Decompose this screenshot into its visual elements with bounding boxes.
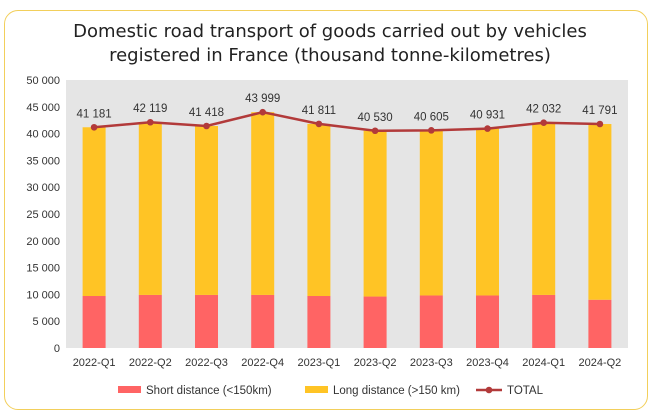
bar-long-distance: [195, 125, 218, 295]
y-tick-label: 20 000: [26, 236, 60, 248]
total-point: [596, 120, 604, 128]
bar-long-distance: [138, 122, 162, 295]
bar-short-distance: [82, 296, 106, 348]
x-tick-label: 2023-Q1: [297, 357, 340, 369]
bar-long-distance: [307, 123, 331, 297]
bar-long-distance: [532, 122, 556, 295]
total-data-label: 40 530: [358, 112, 393, 124]
total-data-label: 40 931: [470, 110, 505, 122]
total-point: [428, 127, 435, 134]
y-tick-label: 25 000: [26, 209, 60, 221]
x-tick-label: 2022-Q1: [73, 357, 116, 369]
bar-short-distance: [307, 296, 331, 348]
y-tick-label: 15 000: [26, 263, 60, 275]
total-point: [540, 119, 547, 127]
y-tick-label: 30 000: [26, 182, 60, 194]
total-data-label: 41 181: [77, 108, 112, 120]
y-tick-label: 10 000: [26, 289, 60, 301]
bar-short-distance: [363, 296, 387, 348]
x-tick-label: 2022-Q2: [129, 357, 172, 369]
bar-short-distance: [532, 294, 556, 348]
x-tick-label: 2024-Q1: [522, 357, 565, 369]
x-tick-label: 2023-Q3: [410, 357, 453, 369]
chart-title-line-1: Domestic road transport of goods carried…: [73, 21, 587, 42]
y-tick-label: 35 000: [26, 155, 60, 167]
legend-swatch-short-distance: [118, 386, 141, 393]
bar-short-distance: [588, 299, 612, 348]
x-tick-label: 2024-Q2: [578, 357, 621, 369]
y-tick-label: 0: [54, 343, 60, 355]
bar-long-distance: [363, 130, 387, 297]
bar-long-distance: [251, 112, 275, 295]
total-data-label: 42 032: [526, 104, 561, 116]
total-point: [90, 123, 98, 131]
total-line: [93, 110, 600, 133]
bar-short-distance: [195, 294, 218, 348]
total-data-label: 43 999: [245, 93, 280, 105]
total-data-label: 41 811: [302, 105, 336, 117]
legend-label-short-distance: Short distance (<150km): [146, 385, 272, 397]
total-point: [315, 120, 323, 128]
total-point: [259, 108, 267, 116]
bar-short-distance: [419, 295, 443, 348]
chart-title-line-2: registered in France (thousand tonne-kil…: [109, 45, 551, 66]
y-tick-label: 45 000: [26, 102, 60, 114]
total-point: [147, 118, 154, 126]
y-tick-label: 50 000: [26, 75, 60, 87]
total-data-label: 40 605: [414, 111, 449, 123]
total-point: [203, 122, 210, 130]
total-data-label: 42 119: [133, 103, 167, 115]
x-tick-label: 2022-Q4: [241, 357, 284, 369]
bar-long-distance: [82, 127, 106, 297]
total-data-label: 41 791: [582, 105, 617, 117]
total-point: [371, 127, 379, 135]
legend-marker-total: [485, 386, 493, 394]
total-point: [484, 125, 491, 132]
legend-swatch-long-distance: [305, 386, 328, 393]
bar-short-distance: [138, 294, 162, 348]
legend-label-long-distance: Long distance (>150 km): [333, 385, 460, 397]
total-data-label: 41 418: [189, 107, 224, 119]
y-tick-label: 40 000: [26, 129, 60, 141]
bar-short-distance: [476, 295, 499, 348]
x-tick-label: 2023-Q2: [354, 357, 397, 369]
x-tick-label: 2022-Q3: [185, 357, 228, 369]
y-tick-label: 5 000: [32, 316, 60, 328]
bar-long-distance: [588, 124, 612, 300]
bar-long-distance: [476, 128, 499, 296]
x-tick-label: 2023-Q4: [466, 357, 509, 369]
chart-title: Domestic road transport of goods carried…: [60, 20, 600, 68]
bar-long-distance: [419, 130, 443, 296]
bar-short-distance: [251, 294, 275, 348]
legend-label-total: TOTAL: [507, 385, 544, 397]
